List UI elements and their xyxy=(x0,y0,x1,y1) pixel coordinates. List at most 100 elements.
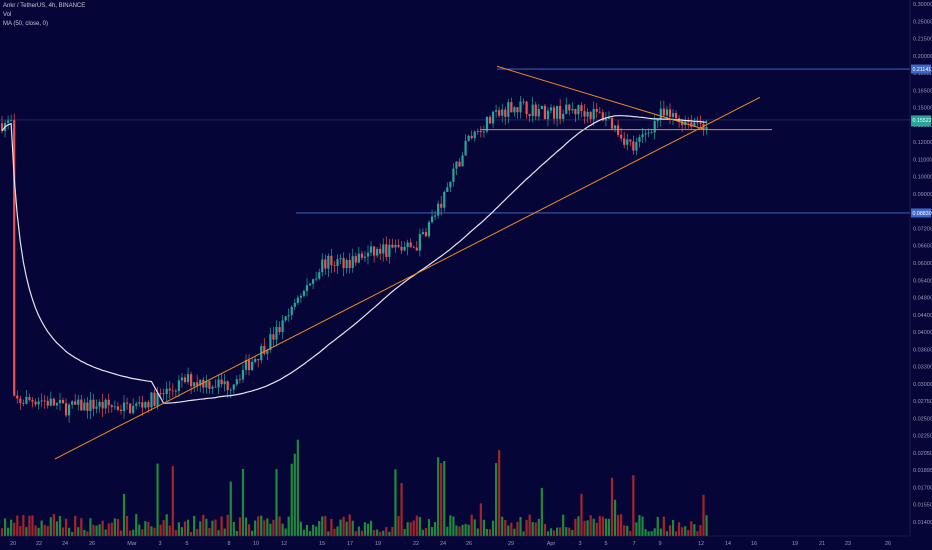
x-tick-label: 14 xyxy=(725,541,731,547)
volume-bar xyxy=(119,530,123,536)
volume-bar xyxy=(107,523,110,536)
candle xyxy=(668,103,672,125)
volume-bar xyxy=(678,522,681,536)
candle xyxy=(141,395,144,416)
candle xyxy=(613,125,617,133)
time-axis[interactable]: 20 22 24 26 Mar 3 5 8 10 12 15 17 19 22 24 26 29 Apr 3 5 7 9 1… xyxy=(10,541,891,547)
volume-bar xyxy=(464,524,467,536)
trendline[interactable] xyxy=(496,65,704,130)
volume-bar xyxy=(610,477,614,536)
candle xyxy=(638,134,641,148)
volume-bar xyxy=(412,520,415,536)
candle xyxy=(434,210,437,220)
candle xyxy=(379,243,382,260)
x-tick-label: Apr xyxy=(547,541,556,547)
volume-bar xyxy=(440,463,443,536)
ma-label: MA (50, close, 0) xyxy=(3,21,49,27)
volume-label: Vol xyxy=(3,12,12,18)
volume-bar xyxy=(665,531,668,536)
volume-bar xyxy=(308,531,312,536)
trendline[interactable] xyxy=(54,96,761,460)
volume-bar xyxy=(342,516,345,536)
candle xyxy=(501,104,504,123)
candle xyxy=(485,116,489,134)
volume-bar xyxy=(68,527,71,536)
candle xyxy=(336,254,339,275)
volume-bar xyxy=(333,528,336,536)
candle xyxy=(174,388,177,398)
volume-bar xyxy=(519,516,522,536)
volume-bar xyxy=(589,515,592,536)
volume-bar xyxy=(49,517,52,536)
candle xyxy=(327,253,330,278)
candle xyxy=(116,402,119,412)
candle xyxy=(46,396,49,409)
volume-bar xyxy=(180,527,184,536)
volume-bar xyxy=(190,531,193,536)
candle xyxy=(183,374,187,384)
volume-bar xyxy=(144,521,147,536)
candle xyxy=(635,137,638,156)
volume-bar xyxy=(409,522,412,536)
candle xyxy=(610,117,614,131)
volume-bar xyxy=(543,523,546,536)
volume-bar xyxy=(28,515,31,536)
volume-bar xyxy=(360,530,363,536)
volume-bar xyxy=(397,515,400,536)
volume-bar xyxy=(455,525,458,536)
volume-bar xyxy=(696,531,699,536)
candle xyxy=(373,246,376,263)
volume-bar xyxy=(232,521,235,536)
candle xyxy=(19,395,22,411)
candle xyxy=(427,220,431,239)
volume-bar xyxy=(516,521,519,536)
volume-bar xyxy=(244,517,248,536)
x-tick-label: 5 xyxy=(185,541,188,547)
volume-bar xyxy=(537,518,540,536)
candle xyxy=(418,228,421,257)
volume-bar xyxy=(354,531,357,536)
candle xyxy=(135,401,138,410)
volume-bar xyxy=(141,529,144,536)
candle xyxy=(330,248,333,273)
candles xyxy=(0,96,708,423)
candle xyxy=(293,298,296,311)
candle xyxy=(388,239,391,264)
volume-bar xyxy=(132,529,135,536)
volume-bar xyxy=(650,531,653,536)
volume-bar xyxy=(135,514,138,536)
candle xyxy=(690,114,693,131)
x-tick-label: 26 xyxy=(89,541,95,547)
x-tick-label: 26 xyxy=(466,541,472,547)
volume-bar xyxy=(449,515,452,536)
volume-bar xyxy=(315,526,318,536)
volume-bar xyxy=(415,515,418,536)
symbol-title: Ankr / TetherUS, 4h, BINANCE xyxy=(3,3,86,9)
volume-bar xyxy=(424,528,428,536)
volume-bar xyxy=(467,524,470,536)
volume-bar xyxy=(275,469,278,536)
x-tick-label: 3 xyxy=(158,541,161,547)
volume-bar xyxy=(61,527,65,536)
volume-bar xyxy=(321,516,324,536)
candle xyxy=(482,125,485,138)
volume-bar xyxy=(613,499,617,536)
candle xyxy=(55,401,58,410)
volume-bar xyxy=(623,525,626,536)
volume-bar xyxy=(684,526,687,536)
candle xyxy=(132,398,135,415)
x-tick-label: 26 xyxy=(885,541,891,547)
volume-bar xyxy=(324,515,327,536)
volume-bar xyxy=(235,531,238,536)
volume-bar xyxy=(46,526,49,536)
candle xyxy=(315,271,318,282)
volume-bar xyxy=(577,516,580,536)
candle xyxy=(385,236,388,261)
